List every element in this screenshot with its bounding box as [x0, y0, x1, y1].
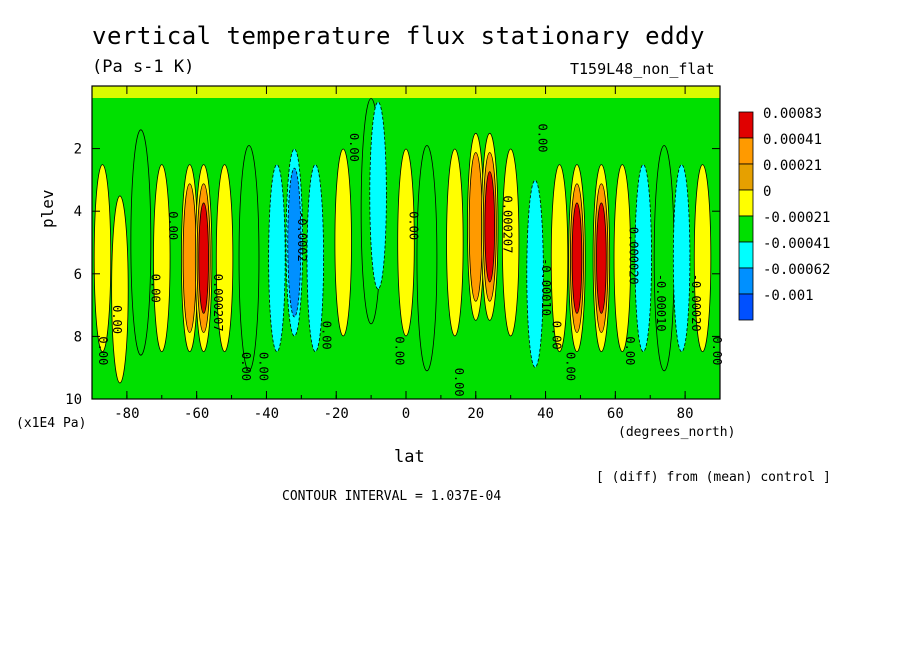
- legend-label: -0.00041: [763, 236, 830, 252]
- legend-label: 0.00021: [763, 158, 822, 174]
- field-cell: [215, 164, 234, 353]
- contour-label: 0.00: [393, 336, 407, 365]
- field-cell: [198, 202, 209, 314]
- legend-label: 0.00083: [763, 106, 822, 122]
- contour-label: 0.00: [563, 352, 577, 381]
- contour-label: 0.00: [110, 305, 124, 334]
- x-tick-label: -60: [184, 406, 209, 422]
- contour-label: -0.00020: [689, 274, 703, 332]
- field-cell: [397, 148, 415, 337]
- contour-label: 0.00: [710, 336, 724, 365]
- contour-label: 0.00: [256, 352, 270, 381]
- field-cell: [550, 164, 569, 353]
- field-cell: [182, 183, 197, 333]
- field-cell: [693, 164, 712, 353]
- contour-label: 0.00: [347, 133, 361, 162]
- contour-label: 0.00: [536, 124, 550, 153]
- legend-label: -0.00062: [763, 262, 830, 278]
- field-cell: [526, 179, 544, 368]
- field-cell: [130, 129, 152, 356]
- field-cell: [501, 148, 520, 337]
- x-axis-title: lat: [394, 447, 425, 467]
- contour-label: 0.00: [623, 336, 637, 365]
- legend-swatch: [738, 215, 754, 243]
- legend-label: -0.00021: [763, 210, 830, 226]
- legend-swatch: [738, 241, 754, 269]
- contour-label: 0.00: [239, 352, 253, 381]
- contour-label: -0.00010: [539, 258, 553, 316]
- field-cell: [268, 164, 286, 353]
- legend-label: 0.00041: [763, 132, 822, 148]
- field-cell: [111, 195, 129, 384]
- contour-label: 0.00: [96, 336, 110, 365]
- y-tick-label: 2: [74, 142, 82, 158]
- legend-label: 0: [763, 184, 771, 200]
- contour-label: 0.00: [550, 321, 564, 350]
- legend-swatch: [738, 189, 754, 217]
- contour-label: 0.000207: [211, 274, 225, 332]
- field-cell: [287, 167, 302, 318]
- x-tick-label: 20: [467, 406, 484, 422]
- contour-label: 0.00: [452, 368, 466, 397]
- contour-label: -0.00010: [654, 274, 668, 332]
- field-cell: [484, 171, 496, 283]
- x-tick-label: -40: [254, 406, 279, 422]
- x-axis-unit: (degrees_north): [618, 425, 736, 440]
- legend-swatch: [738, 137, 754, 165]
- legend-swatch: [738, 111, 754, 139]
- field-cell: [153, 164, 171, 353]
- contour-label: 0.00: [319, 321, 333, 350]
- field-cell: [369, 101, 387, 290]
- contour-label: 0.000207: [501, 196, 515, 254]
- contour-label: 0.00: [148, 274, 162, 303]
- contour-label: 0.00: [166, 211, 180, 240]
- y-tick-label: 6: [74, 267, 82, 283]
- legend-label: -0.001: [763, 288, 814, 304]
- contour-label: -0.0002: [295, 211, 309, 262]
- units-label: (Pa s-1 K): [92, 57, 195, 77]
- x-tick-label: 0: [402, 406, 410, 422]
- x-tick-label: 80: [677, 406, 694, 422]
- field-cell: [672, 164, 691, 353]
- run-label: T159L48_non_flat: [570, 60, 715, 78]
- field-cell: [334, 148, 352, 337]
- field-cell: [596, 202, 607, 314]
- field-cell: [416, 145, 438, 372]
- contour-label: 0.000020: [626, 227, 640, 285]
- x-tick-label: 40: [537, 406, 554, 422]
- field-cell: [238, 145, 260, 372]
- field-cell: [653, 145, 675, 372]
- y-axis-unit: (x1E4 Pa): [16, 416, 87, 431]
- legend-swatch: [738, 293, 754, 321]
- y-tick-label: 4: [74, 204, 82, 220]
- field-cell: [93, 164, 112, 353]
- field-cell: [468, 152, 483, 302]
- diff-footnote: [ (diff) from (mean) control ]: [596, 470, 831, 485]
- contour-label: 0.00: [406, 211, 420, 240]
- x-tick-label: -20: [324, 406, 349, 422]
- field-cell: [446, 148, 464, 337]
- x-tick-label: -80: [114, 406, 139, 422]
- field-cell: [306, 164, 324, 353]
- y-tick-label: 10: [65, 392, 82, 408]
- contour-interval: CONTOUR INTERVAL = 1.037E-04: [282, 489, 502, 504]
- field-cell: [634, 164, 652, 353]
- chart-title: vertical temperature flux stationary edd…: [92, 22, 705, 50]
- x-tick-label: 60: [607, 406, 624, 422]
- y-tick-label: 8: [74, 329, 82, 345]
- legend-swatch: [738, 267, 754, 295]
- field-cell: [571, 202, 583, 314]
- legend-swatch: [738, 163, 754, 191]
- field-cell: [613, 164, 631, 353]
